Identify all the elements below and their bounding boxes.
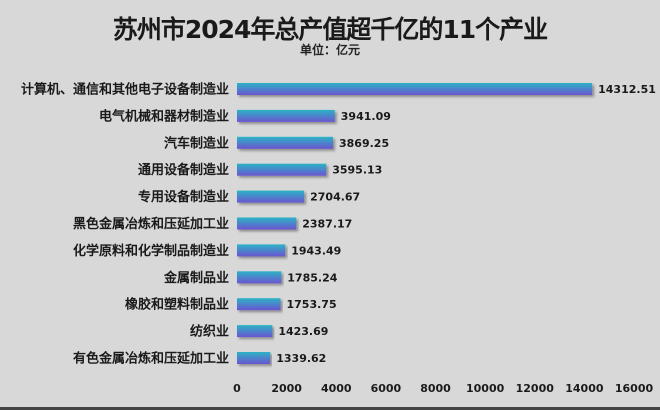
- x-tick-label: 6000: [371, 382, 402, 395]
- category-label: 电气机械和器材制造业: [99, 108, 229, 124]
- category-label: 纺织业: [190, 324, 229, 340]
- category-label: 有色金属冶炼和压延加工业: [73, 351, 229, 367]
- data-label: 2387.17: [302, 218, 352, 231]
- category-label: 汽车制造业: [164, 135, 229, 151]
- data-label: 2704.67: [310, 191, 360, 204]
- bar: [237, 190, 305, 203]
- bar: [237, 217, 297, 230]
- data-label: 3941.09: [341, 110, 391, 123]
- data-label: 14312.51: [598, 83, 656, 96]
- x-tick-label: 10000: [466, 382, 505, 395]
- bar: [237, 298, 281, 311]
- data-label: 1785.24: [287, 271, 337, 284]
- bar: [237, 352, 271, 364]
- x-tick-label: 4000: [321, 382, 352, 395]
- category-label: 橡胶和塑料制品业: [125, 297, 229, 313]
- category-label: 金属制品业: [163, 270, 229, 286]
- category-label: 计算机、通信和其他电子设备制造业: [21, 82, 229, 98]
- x-tick-label: 8000: [420, 382, 451, 395]
- data-label: 1943.49: [291, 244, 341, 257]
- category-label: 通用设备制造业: [138, 162, 229, 178]
- x-tick-label: 16000: [615, 382, 654, 395]
- x-tick-label: 12000: [516, 382, 555, 395]
- x-tick-label: 14000: [565, 382, 604, 395]
- data-label: 1339.62: [276, 352, 326, 365]
- category-label: 化学原料和化学制品制造业: [73, 243, 229, 259]
- x-tick-label: 2000: [271, 382, 302, 395]
- bar: [237, 163, 327, 176]
- data-label: 1423.69: [278, 325, 328, 338]
- bar: [237, 244, 286, 257]
- category-label: 黑色金属冶炼和压延加工业: [73, 216, 229, 232]
- bar: [237, 83, 593, 95]
- bar: [237, 325, 273, 338]
- chart-title: 苏州市2024年总产值超千亿的11个产业: [112, 15, 548, 44]
- data-label: 1753.75: [287, 298, 337, 311]
- category-label: 专用设备制造业: [138, 189, 229, 205]
- data-label: 3869.25: [339, 137, 389, 150]
- bar: [237, 136, 334, 149]
- bar: [237, 271, 282, 284]
- data-label: 3595.13: [332, 164, 382, 177]
- bar: [237, 109, 335, 122]
- x-tick-label: 0: [233, 382, 241, 395]
- chart-subtitle: 单位：亿元: [299, 43, 360, 57]
